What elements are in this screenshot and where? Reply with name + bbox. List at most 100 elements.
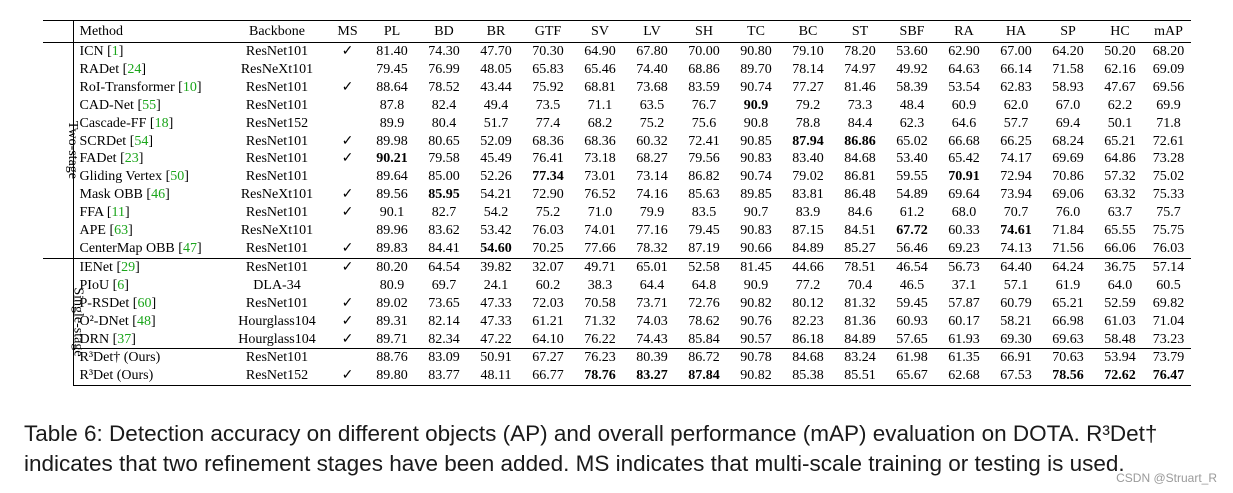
table-row: R³Det† (Ours) ResNet101 88.76 83.09 50.91 67.…: [43, 348, 1191, 368]
method-name: Gliding Vertex: [79, 169, 163, 185]
value-cell: 84.89: [792, 240, 824, 256]
value-cell: 65.02: [896, 133, 928, 149]
value-cell: 54.60: [470, 240, 522, 258]
backbone-cell: ResNeXt101: [240, 61, 314, 77]
value-cell: 79.45: [688, 223, 720, 239]
backbone-cell: ResNet101: [245, 151, 309, 167]
value-cell: 60.33: [948, 223, 980, 239]
value-cell: 89.02: [376, 295, 408, 311]
value-cell: 76.47: [1146, 367, 1191, 387]
citation-link[interactable]: 6: [117, 277, 125, 293]
citation-link[interactable]: 50: [170, 169, 185, 185]
citation-link[interactable]: 23: [124, 151, 139, 167]
value-cell: 82.4: [431, 97, 457, 113]
value-cell: 85.38: [782, 367, 834, 387]
value-cell: 84.89: [844, 331, 876, 347]
value-cell: 69.56: [1152, 79, 1185, 95]
value-cell: 84.41: [428, 240, 460, 256]
value-cell: 89.83: [376, 240, 408, 256]
value-cell: 86.81: [844, 169, 876, 185]
value-cell: 74.01: [584, 223, 616, 239]
method-name: FFA: [79, 205, 104, 221]
value-cell: 89.9: [379, 115, 405, 131]
citation-link[interactable]: 18: [154, 115, 169, 131]
value-cell: 70.4: [847, 277, 873, 293]
column-header: SV: [574, 20, 626, 43]
value-cell: 50.20: [1094, 41, 1146, 61]
value-cell: 71.84: [1052, 223, 1084, 239]
value-cell: 65.55: [1104, 223, 1136, 239]
citation-link[interactable]: 47: [182, 240, 197, 256]
value-cell: 56.46: [896, 240, 928, 256]
value-cell: 49.92: [896, 61, 928, 77]
value-cell: 85.63: [688, 187, 720, 203]
value-cell: 90.7: [743, 205, 769, 221]
citation-link[interactable]: 37: [117, 331, 132, 347]
value-cell: 61.98: [886, 348, 938, 368]
value-cell: 68.0: [951, 205, 977, 221]
method-cell: APE [63]: [72, 222, 225, 240]
citation-link[interactable]: 55: [142, 97, 157, 113]
ms-check-cell: [329, 168, 366, 186]
method-cell: R³Det (Ours): [72, 367, 225, 387]
citation-link[interactable]: 60: [137, 295, 152, 311]
value-cell: 82.23: [792, 313, 824, 329]
citation-link[interactable]: 63: [114, 223, 129, 239]
value-cell: 90.76: [740, 313, 772, 329]
value-cell: 53.40: [896, 151, 928, 167]
value-cell: 66.25: [1000, 133, 1032, 149]
value-cell: 78.20: [834, 41, 886, 61]
value-cell: 68.36: [532, 133, 564, 149]
value-cell: 69.30: [1000, 331, 1032, 347]
value-cell: 83.09: [418, 348, 470, 368]
best-value: 87.84: [688, 368, 720, 384]
ms-check-cell: ✓: [341, 240, 354, 256]
value-cell: 45.49: [480, 151, 512, 167]
value-cell: 47.33: [480, 313, 512, 329]
value-cell: 71.0: [587, 205, 613, 221]
method-cell: P-RSDet [60]: [72, 294, 225, 313]
value-cell: 68.27: [636, 151, 668, 167]
citation-link[interactable]: 29: [121, 259, 136, 275]
value-cell: 83.24: [834, 348, 886, 368]
value-cell: 90.9: [743, 277, 769, 293]
best-value: 90.21: [376, 151, 408, 167]
value-cell: 60.79: [1000, 295, 1032, 311]
value-cell: 46.5: [899, 277, 925, 293]
value-cell: 75.2: [535, 205, 561, 221]
value-cell: 66.98: [1052, 313, 1084, 329]
column-header: HA: [990, 20, 1042, 43]
value-cell: 71.58: [1052, 61, 1084, 77]
value-cell: 77.2: [795, 277, 821, 293]
best-value: 54.60: [480, 240, 512, 256]
group-label-cell: Two-stage: [43, 42, 80, 259]
value-cell: 83.59: [688, 79, 720, 95]
citation-link[interactable]: 10: [182, 79, 197, 95]
group-label-cell: Single-stage: [43, 257, 86, 386]
value-cell: 52.09: [480, 133, 512, 149]
value-cell: 90.78: [730, 348, 782, 368]
citation-link[interactable]: 24: [127, 61, 142, 77]
citation-link[interactable]: 48: [136, 313, 151, 329]
citation-link[interactable]: 54: [134, 133, 149, 149]
value-cell: 78.14: [792, 61, 824, 77]
citation-link[interactable]: 1: [111, 44, 119, 59]
value-cell: 66.68: [948, 133, 980, 149]
backbone-cell: ResNet101: [245, 79, 309, 95]
citation-link[interactable]: 46: [151, 187, 166, 203]
value-cell: 61.9: [1055, 277, 1081, 293]
value-cell: 77.66: [584, 240, 616, 256]
citation-link[interactable]: 11: [111, 205, 126, 221]
value-cell: 75.02: [1152, 169, 1185, 185]
value-cell: 81.46: [844, 79, 876, 95]
method-cell: DRN [37]: [72, 330, 225, 349]
value-cell: 90.82: [730, 367, 782, 387]
method-name: P-RSDet: [79, 295, 130, 311]
value-cell: 68.81: [584, 79, 616, 95]
watermark: CSDN @Struart_R: [1116, 471, 1217, 485]
value-cell: 73.68: [636, 79, 668, 95]
value-cell: 68.20: [1146, 41, 1191, 61]
value-cell: 75.7: [1156, 205, 1181, 221]
table-row: Gliding Vertex [50] ResNet101 89.64 85.00 52…: [43, 168, 1191, 187]
value-cell: 90.66: [740, 240, 772, 256]
